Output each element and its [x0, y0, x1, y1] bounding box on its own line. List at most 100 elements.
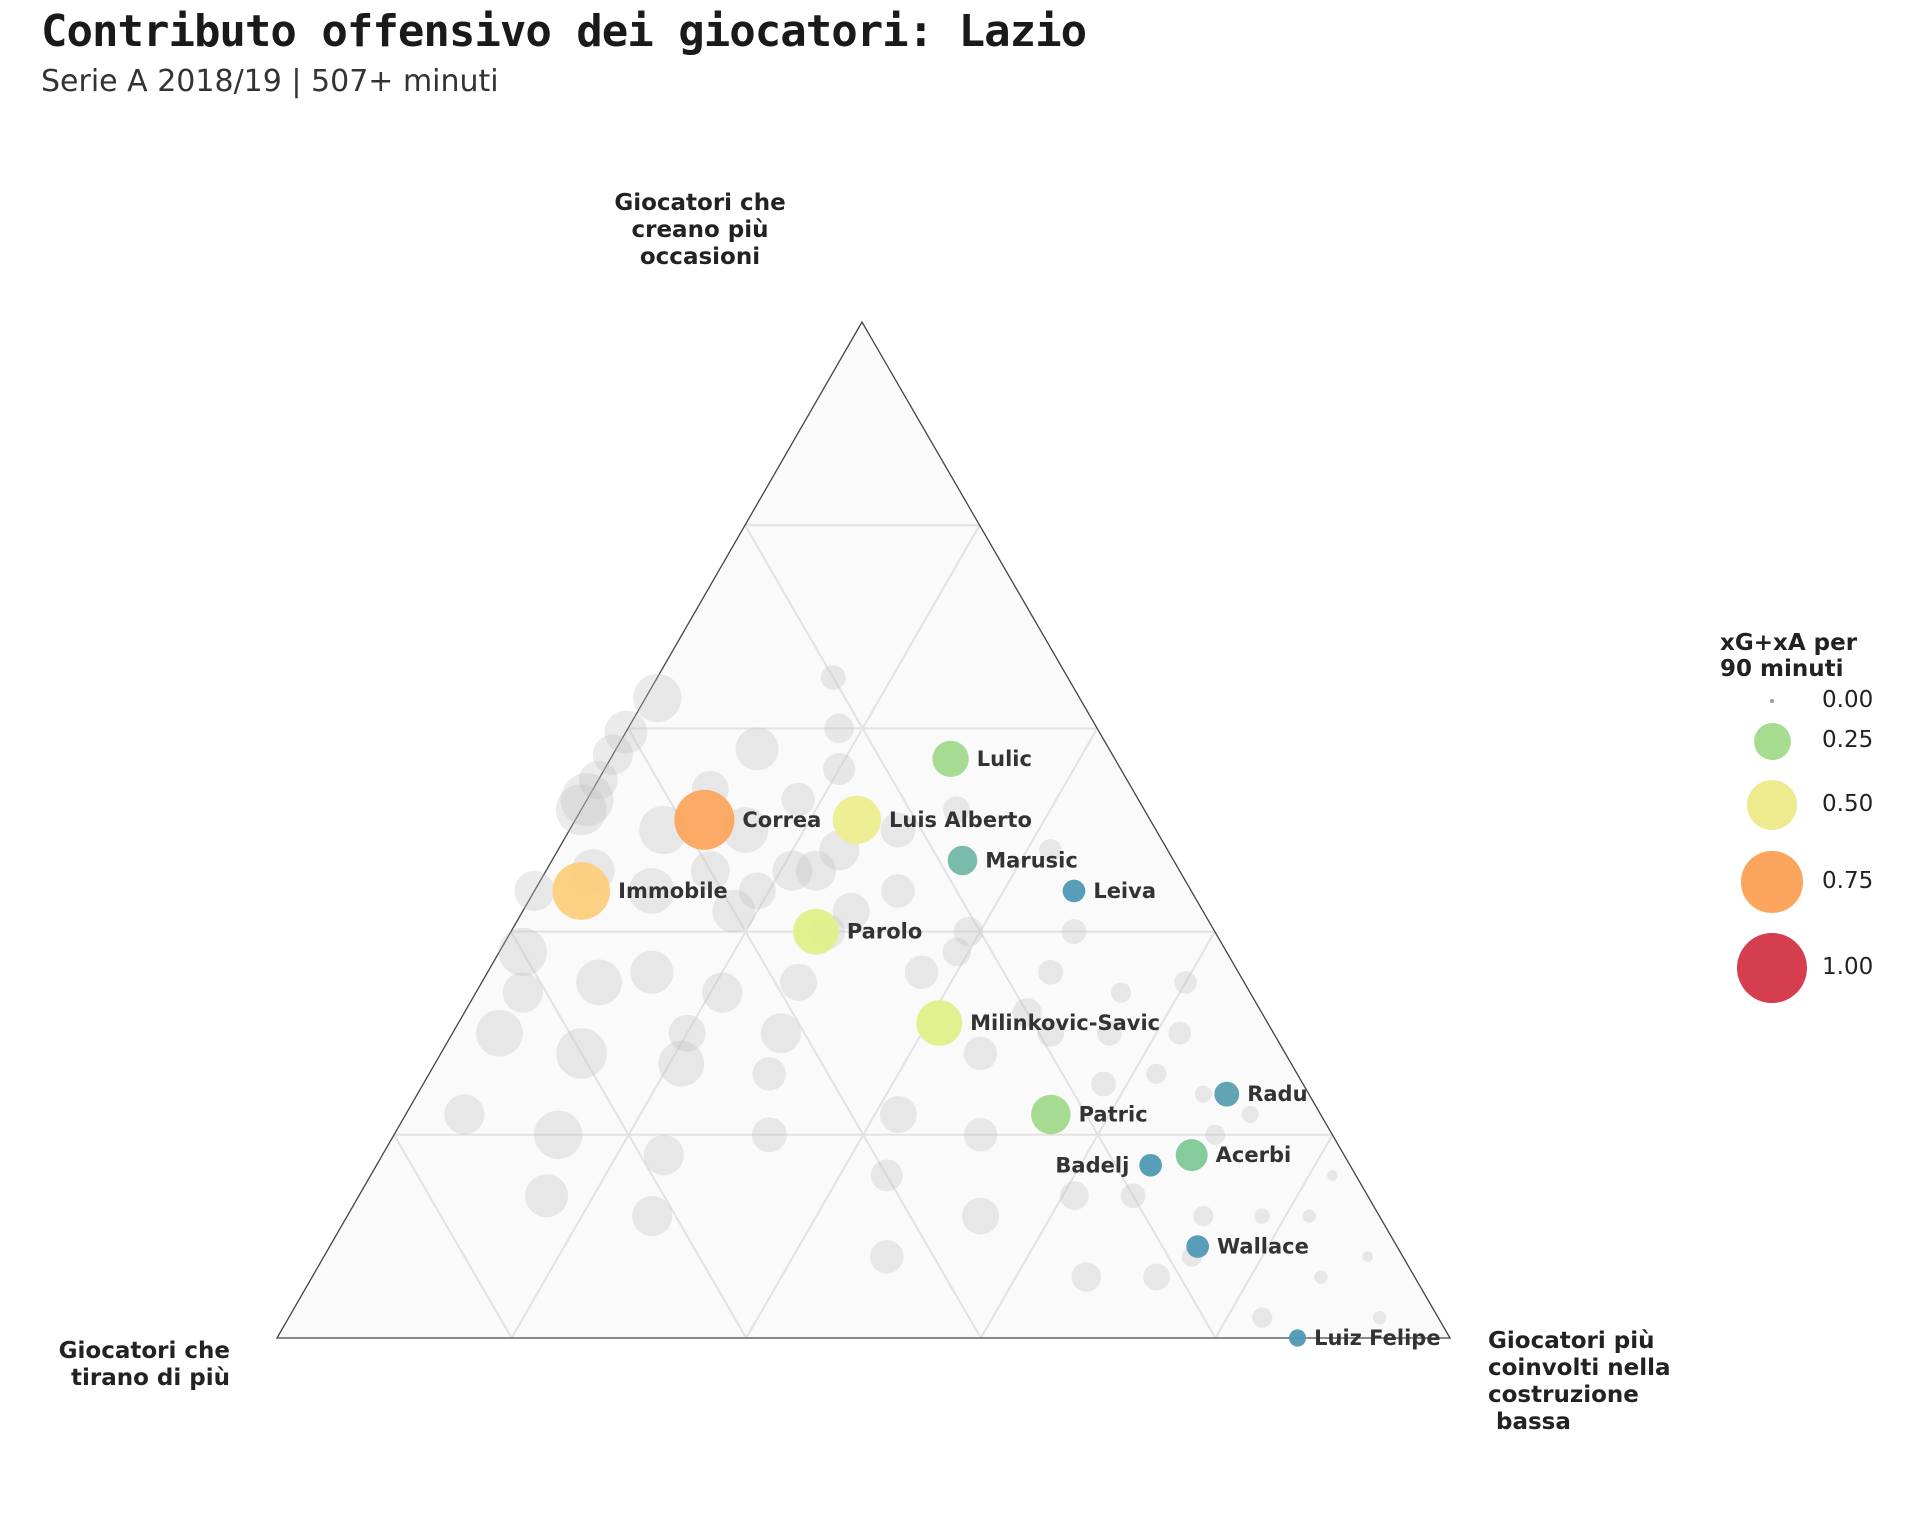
legend-label: 0.00	[1822, 687, 1874, 713]
player-point	[916, 1000, 963, 1046]
background-player-point	[1252, 1307, 1273, 1328]
background-player-point	[963, 1118, 998, 1152]
background-player-point	[752, 1057, 787, 1091]
background-player-point	[702, 972, 743, 1013]
grid-line-buildup	[1214, 1134, 1334, 1339]
axis-title-top: Giocatori che creano più occasioni	[540, 190, 860, 271]
chart-title: Contributo offensivo dei giocatori: Lazi…	[41, 6, 1087, 57]
player-label: Parolo	[847, 920, 922, 944]
player-label: Correa	[742, 808, 821, 832]
player-label: Patric	[1079, 1102, 1148, 1126]
player-label: Immobile	[618, 879, 728, 903]
background-player-point	[1037, 1019, 1065, 1047]
background-player-point	[633, 673, 682, 723]
axis-title-right-line: costruzione	[1488, 1382, 1639, 1408]
background-player-point	[1120, 1183, 1146, 1209]
background-player-point	[502, 972, 543, 1013]
background-player-point	[476, 1009, 523, 1057]
legend-size-dot	[1746, 779, 1798, 831]
background-player-point	[444, 1094, 485, 1135]
background-player-point	[658, 1040, 705, 1087]
legend-entry: 0.00	[1720, 687, 1910, 713]
legend-title: xG+xA per 90 minuti	[1720, 630, 1910, 682]
background-player-point	[604, 710, 648, 754]
background-player-point	[555, 784, 607, 836]
legend-size-dot	[1741, 851, 1803, 913]
chart-subtitle: Serie A 2018/19 | 507+ minuti	[41, 64, 499, 99]
background-player-point	[879, 1095, 917, 1133]
background-player-point	[1174, 971, 1197, 994]
background-player-point	[534, 1110, 583, 1159]
size-legend: xG+xA per 90 minuti 0.00 0.25 0.50 0.75 1.00	[1720, 630, 1910, 1012]
highlighted-players: Lulic Luis Alberto Correa Marusic Leiva Immob…	[552, 740, 1441, 1350]
background-player-point	[880, 812, 916, 848]
background-player-point	[592, 734, 634, 775]
background-player-point	[1314, 1270, 1328, 1284]
axis-title-top-line: Giocatori che	[614, 190, 786, 216]
background-player-point	[630, 950, 674, 994]
background-player-point	[823, 753, 856, 786]
background-player-point	[1146, 1063, 1167, 1084]
background-player-point	[738, 872, 776, 910]
background-player-point	[1039, 838, 1062, 862]
legend-label: 1.00	[1822, 954, 1874, 980]
player-label: Radu	[1247, 1082, 1307, 1106]
background-player-point	[904, 955, 939, 989]
background-player-point	[668, 1014, 706, 1052]
legend-entry: 1.00	[1720, 924, 1910, 1012]
background-player-point	[870, 1239, 904, 1274]
background-player-point	[576, 959, 622, 1006]
background-player-point	[1060, 1181, 1089, 1211]
player-point	[1139, 1153, 1162, 1177]
legend-title-line: 90 minuti	[1720, 656, 1844, 682]
ternary-triangle-border	[275, 320, 1452, 1339]
legend-label: 0.75	[1822, 868, 1874, 894]
player-label: Acerbi	[1216, 1143, 1292, 1167]
background-player-point	[779, 963, 817, 1001]
player-label: Milinkovic-Savic	[970, 1011, 1160, 1035]
background-player-point	[963, 1036, 998, 1071]
axis-title-right-line: Giocatori più	[1488, 1328, 1655, 1354]
background-player-point	[498, 927, 547, 977]
player-point	[552, 862, 611, 920]
player-point	[947, 845, 978, 876]
background-player-point	[1091, 1071, 1117, 1097]
background-player-point	[820, 665, 846, 691]
background-player-point	[1143, 1263, 1171, 1291]
player-label: Badelj	[1055, 1153, 1129, 1177]
axis-title-right-line: bassa	[1488, 1409, 1571, 1435]
axis-title-right-line: coinvolti nella	[1488, 1355, 1671, 1381]
background-player-point	[560, 773, 614, 827]
player-label: Marusic	[985, 848, 1078, 872]
player-point	[1288, 1329, 1307, 1347]
background-players	[444, 665, 1387, 1328]
background-player-point	[943, 796, 970, 824]
legend-label: 0.25	[1822, 727, 1874, 753]
background-player-point	[1168, 1021, 1192, 1045]
player-point	[1175, 1139, 1208, 1172]
background-player-point	[1061, 919, 1087, 945]
player-point	[1214, 1081, 1240, 1107]
axis-title-left: Giocatori che tirano di più	[30, 1338, 230, 1392]
player-point	[832, 795, 882, 844]
background-player-point	[870, 1159, 903, 1192]
player-label: Luiz Felipe	[1314, 1326, 1440, 1350]
legend-label: 0.50	[1822, 791, 1874, 817]
background-player-point	[643, 1135, 684, 1176]
background-player-point	[824, 713, 854, 744]
background-player-point	[832, 892, 870, 930]
player-label: Wallace	[1217, 1235, 1309, 1259]
axis-title-left-line: Giocatori che	[58, 1338, 230, 1364]
player-point	[1031, 1094, 1071, 1135]
background-player-point	[1110, 982, 1132, 1003]
legend-size-dot	[1737, 933, 1807, 1003]
background-player-point	[628, 868, 675, 914]
legend-entry: 0.75	[1720, 840, 1910, 924]
grid-line-shooting	[393, 1134, 513, 1339]
player-label: Leiva	[1093, 879, 1156, 903]
player-point	[1186, 1235, 1210, 1258]
background-player-point	[578, 760, 618, 800]
legend-entry: 0.25	[1720, 712, 1910, 770]
background-player-point	[514, 870, 555, 912]
